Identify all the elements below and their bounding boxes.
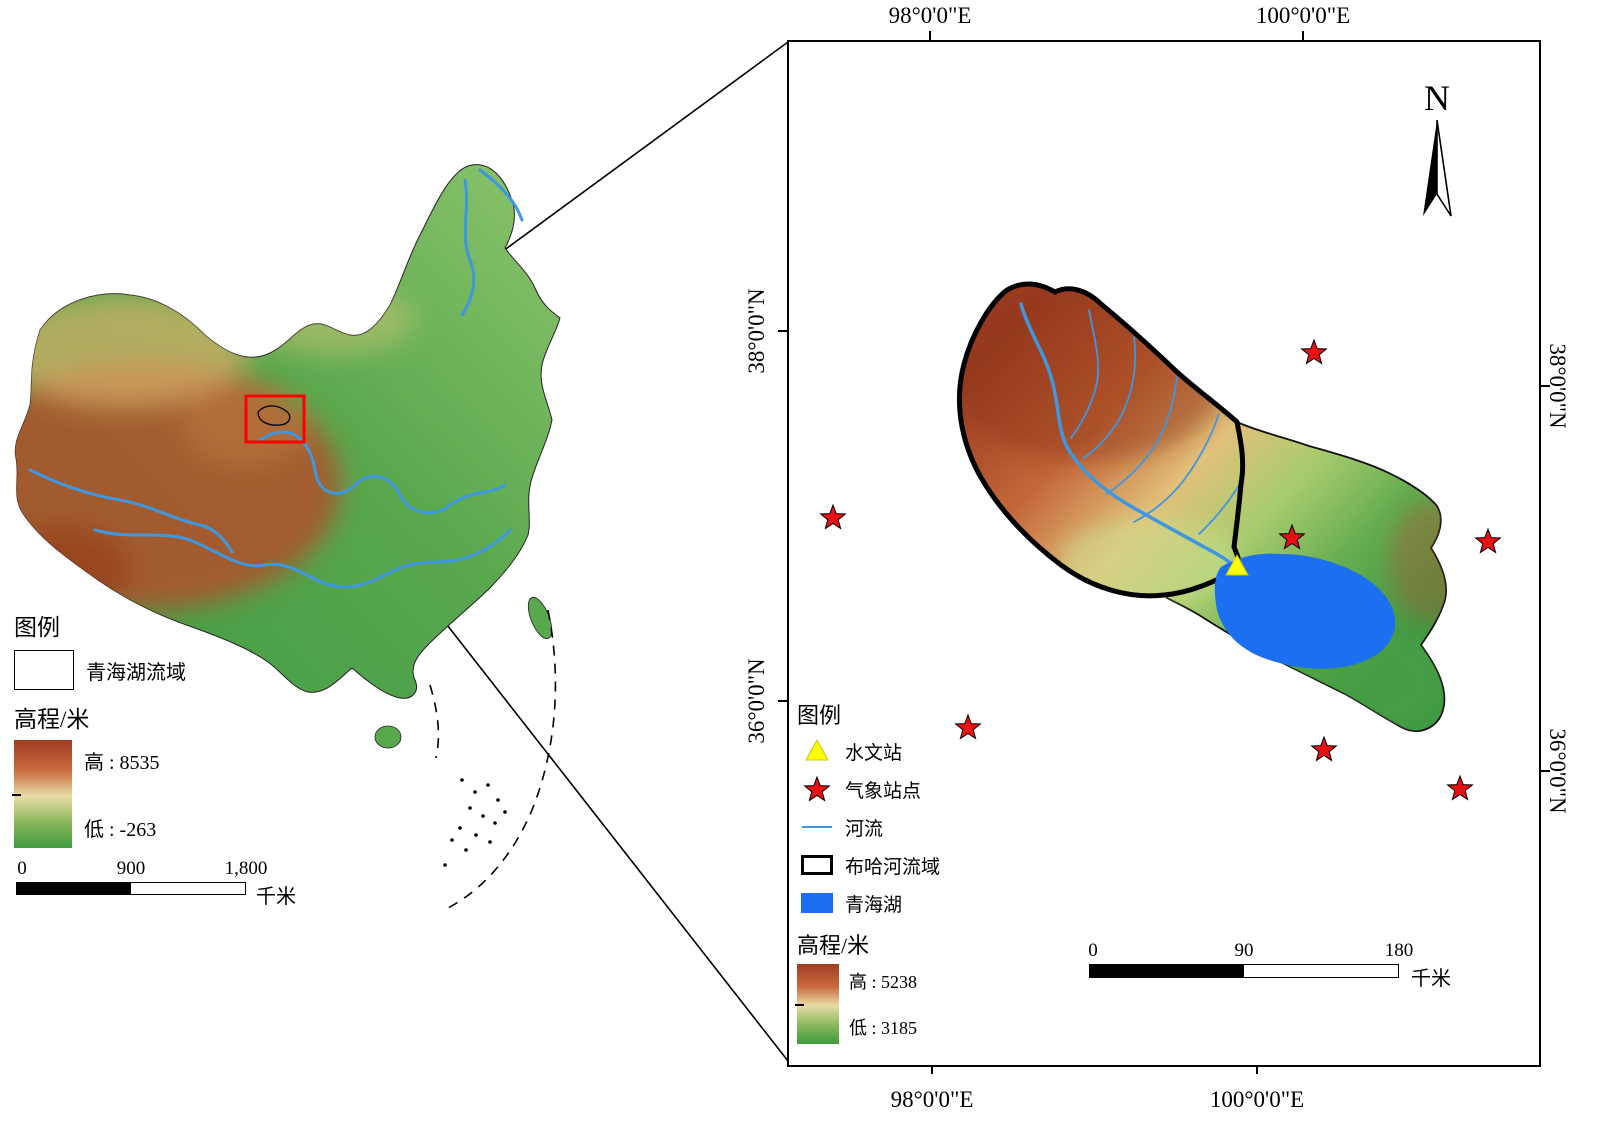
- detail-scalebar-numbers: 0 90 180: [1088, 940, 1489, 964]
- axis-label-left-38n: 38°0'0"N: [744, 288, 769, 374]
- hydrological-station-icon: [797, 738, 837, 764]
- qinghai-lake-fill-icon: [797, 893, 837, 913]
- axis-tick: [1302, 31, 1304, 40]
- meteorological-station-marker: [1475, 528, 1501, 553]
- scale-tick-0: 0: [1088, 940, 1098, 961]
- hainan-island: [374, 725, 402, 749]
- river-line-icon: [797, 818, 837, 836]
- scale-tick-900: 900: [116, 858, 146, 879]
- qinghai-lake-shape: [1214, 553, 1396, 669]
- china-elev-high-label: 高 : 8535: [84, 752, 160, 774]
- china-scalebar: 0 900 1,800 千米: [16, 858, 346, 908]
- china-elevation-title: 高程/米: [14, 707, 90, 732]
- china-scalebar-filled-half: [17, 883, 131, 894]
- axis-label-bottom-100e: 100°0'0"E: [1209, 1087, 1305, 1112]
- axis-tick: [1541, 770, 1550, 772]
- detail-scalebar: 0 90 180 千米: [1088, 940, 1489, 990]
- lake-label: 青海湖: [845, 894, 903, 916]
- detail-elevation-title: 高程/米: [797, 933, 870, 958]
- detail-elev-high-label: 高 : 5238: [849, 972, 918, 992]
- axis-tick: [778, 700, 787, 702]
- detail-river-lines: [1019, 302, 1242, 570]
- china-scalebar-bar: [16, 882, 246, 895]
- scale-tick-180: 180: [1384, 940, 1414, 961]
- china-scalebar-unit: 千米: [256, 886, 296, 908]
- inset-rectangle: [244, 394, 306, 444]
- axis-label-top-100e: 100°0'0"E: [1255, 3, 1351, 28]
- detail-elevation-legend: 高 : 5238 低 : 3185: [795, 964, 1007, 1044]
- river-label: 河流: [845, 818, 884, 840]
- detail-scalebar-bar: [1089, 964, 1399, 978]
- legend-item-buha-basin: 布哈河流域: [797, 846, 1007, 884]
- meteorological-station-icon: [797, 775, 837, 803]
- legend-item-river: 河流: [797, 808, 1007, 846]
- sea-boundary-dashes: [429, 609, 557, 909]
- axis-label-bottom-98e: 98°0'0"E: [890, 1087, 974, 1112]
- detail-legend: 图例 水文站 气象站点 河流 布哈河流: [795, 698, 1007, 1044]
- china-elevation-legend: 高 : 8535 低 : -263: [12, 740, 274, 848]
- north-arrow-icon: [1423, 119, 1452, 217]
- axis-tick: [931, 1065, 933, 1074]
- meteorological-station-marker: [1447, 775, 1473, 800]
- islet-dots: [443, 778, 507, 867]
- china-scalebar-numbers: 0 900 1,800: [16, 858, 346, 882]
- axis-tick: [929, 31, 931, 40]
- axis-tick: [778, 330, 787, 332]
- buha-basin-label: 布哈河流域: [845, 856, 941, 878]
- axis-tick: [1541, 385, 1550, 387]
- detail-elevation-ramp: [795, 964, 839, 1044]
- china-elevation-labels: 高 : 8535 低 : -263: [72, 740, 160, 848]
- china-elev-low-label: 低 : -263: [84, 819, 157, 841]
- meteorological-station-marker: [1311, 736, 1337, 761]
- china-elevation-ramp: [12, 740, 72, 848]
- hydro-station-label: 水文站: [845, 742, 903, 764]
- qinghai-basin-swatch: [14, 650, 74, 690]
- china-legend-title: 图例: [14, 615, 60, 640]
- north-arrow: N: [1407, 80, 1467, 231]
- detail-map-frame: N 图例 水文站 气象站点: [787, 40, 1541, 1067]
- axis-tick: [1256, 1065, 1258, 1074]
- meteorological-station-marker: [820, 504, 846, 529]
- axis-label-left-36n: 36°0'0"N: [744, 658, 769, 744]
- scale-tick-90: 90: [1234, 940, 1254, 961]
- detail-elevation-labels: 高 : 5238 低 : 3185: [839, 964, 917, 1044]
- scale-tick-1800: 1,800: [224, 858, 268, 879]
- qinghai-basin-label: 青海湖流域: [86, 661, 186, 684]
- qinghai-basin-legend-item: 青海湖流域: [14, 650, 274, 690]
- axis-label-top-98e: 98°0'0"E: [888, 3, 972, 28]
- detail-scalebar-filled-half: [1090, 965, 1244, 977]
- scale-tick-0: 0: [17, 858, 27, 879]
- legend-item-qinghai-lake: 青海湖: [797, 884, 1007, 922]
- china-legend: 图例 青海湖流域 高程/米 高 : 8535 低 : -263: [12, 608, 274, 848]
- detail-legend-title: 图例: [797, 703, 842, 728]
- buha-basin-outline-icon: [797, 855, 837, 875]
- qinghai-basin-mini-outline: [257, 405, 291, 426]
- detail-map-canvas: [820, 281, 1501, 800]
- meteorological-station-marker: [1301, 339, 1327, 364]
- china-river-lines: [28, 168, 524, 589]
- legend-item-hydro-station: 水文站: [797, 732, 1007, 770]
- detail-elev-low-label: 低 : 3185: [849, 1018, 918, 1038]
- met-station-label: 气象站点: [845, 780, 922, 802]
- detail-scalebar-unit: 千米: [1411, 968, 1451, 990]
- north-arrow-label: N: [1424, 78, 1450, 118]
- legend-item-met-station: 气象站点: [797, 770, 1007, 808]
- china-overview-map: [0, 140, 650, 930]
